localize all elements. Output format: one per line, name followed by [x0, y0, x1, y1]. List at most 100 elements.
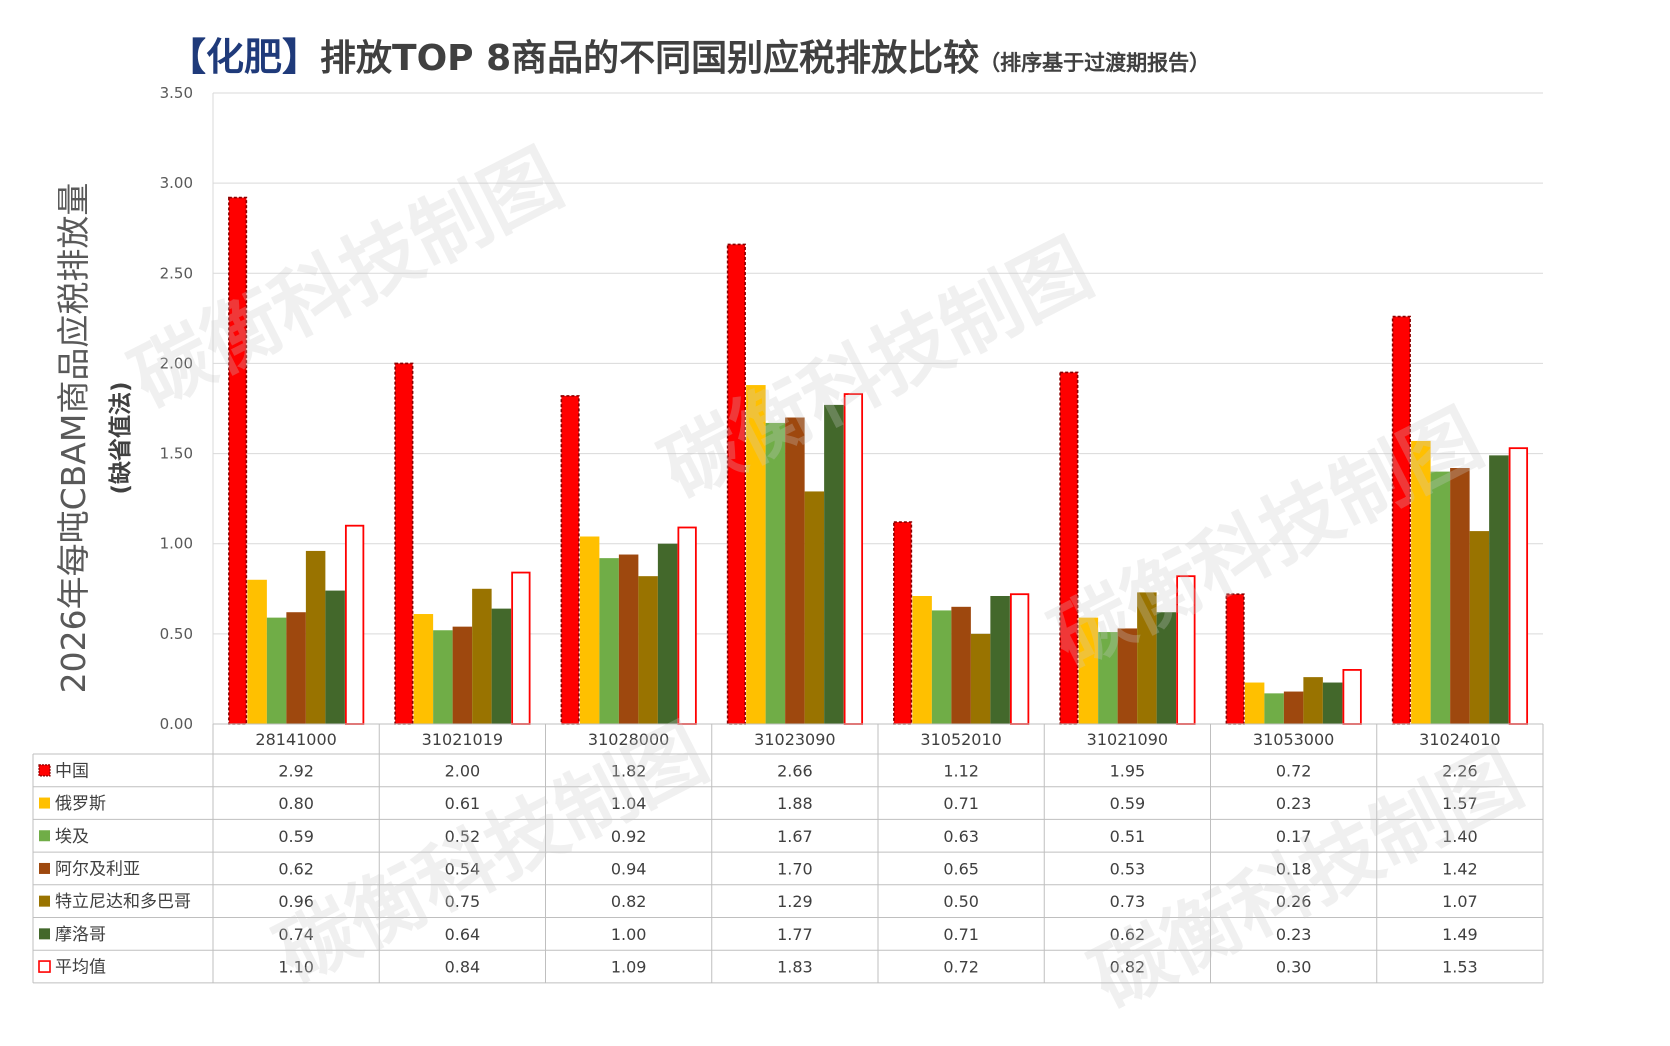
table-value: 0.71	[943, 925, 979, 944]
bar-6-8	[1489, 455, 1509, 724]
bar-7-5	[1009, 593, 1030, 725]
bar-1-3	[560, 395, 580, 725]
bar-7-7	[1342, 669, 1362, 725]
bar-1-8	[1391, 315, 1411, 725]
table-value: 0.62	[1110, 925, 1146, 944]
bar-4-6	[1117, 628, 1138, 724]
bar-3-2	[433, 630, 453, 724]
table-value: 0.59	[278, 827, 314, 846]
bar-2-3	[579, 536, 600, 724]
table-value: 0.30	[1276, 958, 1312, 977]
bar-3-3	[599, 558, 619, 724]
table-value: 1.10	[278, 958, 314, 977]
bar-4-1	[286, 612, 306, 724]
legend-key-5	[39, 895, 50, 907]
bar-6-7	[1322, 682, 1343, 724]
table-value: 1.29	[777, 892, 813, 911]
table-value: 1.00	[611, 925, 647, 944]
bar-1-1	[228, 196, 248, 725]
table-value: 0.64	[445, 925, 481, 944]
table-value: 2.92	[278, 761, 314, 780]
bar-3-7	[1264, 693, 1284, 724]
table-value: 0.63	[943, 827, 979, 846]
legend-key-6	[39, 928, 50, 940]
bar-7-1	[344, 524, 365, 725]
chart-title: 【化肥】排放TOP 8商品的不同国别应税排放比较（排序基于过渡期报告）	[168, 26, 1210, 81]
bar-5-5	[970, 633, 991, 724]
bar-4-4	[785, 417, 805, 724]
bar-6-4	[824, 404, 844, 724]
bar-5-1	[305, 550, 326, 724]
table-value: 1.42	[1442, 859, 1478, 878]
table-value: 1.83	[777, 958, 813, 977]
title-sub-text: （排序基于过渡期报告）	[979, 51, 1211, 75]
bar-5-3	[638, 576, 658, 724]
table-value: 0.62	[278, 859, 314, 878]
table-value: 0.51	[1110, 827, 1146, 846]
category-label: 28141000	[255, 730, 336, 749]
legend-key-2	[39, 797, 50, 809]
table-value: 0.96	[278, 892, 314, 911]
bar-4-3	[618, 554, 639, 724]
y-axis-subtitle: (缺省值法)	[107, 381, 134, 494]
bar-1-2	[394, 362, 414, 725]
table-value: 1.40	[1442, 827, 1478, 846]
table-value: 0.72	[1276, 761, 1312, 780]
table-value: 0.50	[943, 892, 979, 911]
bar-4-2	[452, 626, 473, 724]
bar-4-7	[1283, 691, 1304, 724]
bar-1-5	[893, 521, 913, 725]
category-label: 31021019	[422, 730, 503, 749]
table-value: 0.75	[445, 892, 481, 911]
legend-key-4	[39, 862, 50, 874]
category-label: 31024010	[1419, 730, 1500, 749]
table-value: 0.82	[1110, 958, 1146, 977]
table-value: 0.72	[943, 958, 979, 977]
bar-7-3	[677, 526, 697, 725]
bar-2-1	[247, 579, 267, 724]
y-tick-label: 2.00	[160, 354, 193, 372]
y-tick-label: 2.50	[160, 264, 193, 282]
table-value: 1.49	[1442, 925, 1478, 944]
title-main-text: 排放TOP 8商品的不同国别应税排放比较	[320, 38, 980, 79]
legend-key-7	[38, 960, 51, 973]
bar-5-6	[1137, 592, 1157, 724]
table-value: 1.12	[943, 761, 979, 780]
table-value: 0.26	[1276, 892, 1312, 911]
table-value: 0.17	[1276, 827, 1312, 846]
bar-7-2	[511, 571, 531, 725]
table-value: 1.88	[777, 794, 813, 813]
y-tick-label: 3.50	[160, 84, 193, 102]
table-value: 1.77	[777, 925, 813, 944]
bar-6-3	[657, 543, 678, 724]
bar-5-4	[804, 491, 825, 724]
table-value: 0.84	[445, 958, 481, 977]
bar-7-6	[1176, 575, 1196, 725]
bar-6-6	[1156, 612, 1177, 724]
table-value: 0.18	[1276, 859, 1312, 878]
bar-2-5	[912, 595, 932, 724]
table-value: 1.04	[611, 794, 647, 813]
bar-6-5	[990, 595, 1010, 724]
table-value: 0.23	[1276, 794, 1312, 813]
bar-4-5	[951, 606, 971, 724]
table-value: 2.00	[445, 761, 481, 780]
table-value: 1.67	[777, 827, 813, 846]
bar-3-6	[1098, 632, 1118, 724]
bar-7-8	[1508, 447, 1529, 725]
table-value: 0.71	[943, 794, 979, 813]
bar-3-1	[266, 617, 287, 724]
bar-3-4	[765, 422, 786, 724]
y-tick-label: 3.00	[160, 174, 193, 192]
table-value: 0.94	[611, 859, 647, 878]
y-tick-label: 0.00	[160, 715, 193, 733]
table-value: 2.26	[1442, 761, 1478, 780]
bar-6-1	[325, 590, 345, 724]
table-value: 0.61	[445, 794, 481, 813]
bar-6-2	[491, 608, 512, 724]
table-value: 0.73	[1110, 892, 1146, 911]
bar-5-8	[1469, 531, 1490, 724]
table-value: 0.23	[1276, 925, 1312, 944]
bar-1-4	[726, 243, 746, 725]
